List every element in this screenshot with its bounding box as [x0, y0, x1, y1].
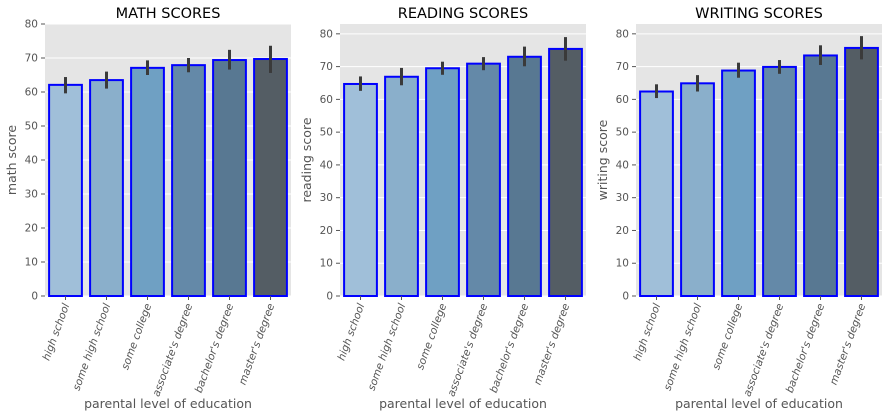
x-tick-label: associate's degree: [150, 302, 195, 398]
bar-3: [425, 67, 460, 297]
chart-title: WRITING SCORES: [695, 6, 823, 22]
x-tick-label: some high school: [71, 302, 114, 392]
bar-2: [384, 75, 419, 297]
bar-6: [253, 58, 288, 297]
x-tick-label: associate's degree: [445, 302, 490, 398]
bar-2: [89, 79, 124, 297]
y-tick-label: 20: [320, 225, 333, 237]
bar-6: [844, 46, 879, 297]
y-tick-label: 60: [25, 87, 38, 99]
bar-1: [48, 83, 83, 297]
y-axis-label: reading score: [299, 117, 314, 202]
x-tick-label: high school: [41, 302, 73, 362]
y-tick-label: 30: [616, 192, 629, 204]
y-tick-label: 20: [616, 225, 629, 237]
x-tick-label: bachelor's degree: [784, 302, 828, 395]
bar-4: [466, 62, 501, 297]
x-tick-label: bachelor's degree: [488, 302, 532, 395]
y-tick-label: 70: [320, 61, 333, 73]
x-tick-label: associate's degree: [741, 302, 786, 398]
x-tick-label: some college: [119, 302, 154, 371]
x-tick-label: master's degree: [237, 302, 278, 387]
bar-6: [548, 47, 583, 298]
y-tick-label: 20: [25, 223, 38, 235]
bar-4: [171, 64, 206, 297]
y-tick-label: 50: [320, 127, 333, 139]
y-tick-label: 70: [616, 61, 629, 73]
bar-1: [639, 90, 674, 297]
bar-4: [762, 65, 797, 298]
y-tick-label: 10: [25, 257, 38, 269]
bar-5: [803, 54, 838, 298]
y-tick-label: 10: [320, 258, 333, 270]
x-tick-label: some college: [710, 302, 745, 371]
y-axis-label: math score: [4, 125, 19, 196]
y-tick-label: 40: [320, 159, 333, 171]
x-tick-label: some high school: [366, 302, 409, 392]
bar-2: [680, 82, 715, 298]
y-tick-label: 60: [616, 94, 629, 106]
y-tick-label: 80: [25, 19, 38, 31]
x-tick-label: high school: [336, 302, 368, 362]
y-tick-label: 0: [326, 291, 333, 303]
plot-background: [636, 24, 882, 296]
bar-3: [721, 69, 756, 297]
y-tick-label: 30: [320, 192, 333, 204]
y-tick-label: 40: [25, 155, 38, 167]
chart-title: MATH SCORES: [116, 6, 221, 22]
chart-title: READING SCORES: [398, 6, 528, 22]
x-tick-label: some college: [414, 302, 449, 371]
y-tick-label: 80: [616, 28, 629, 40]
x-axis-label: parental level of education: [379, 396, 547, 411]
bar-5: [212, 59, 247, 298]
x-tick-label: master's degree: [532, 302, 573, 387]
y-tick-label: 50: [25, 121, 38, 133]
x-tick-label: some high school: [662, 302, 705, 392]
plot-background: [340, 24, 586, 296]
y-tick-label: 10: [616, 258, 629, 270]
x-axis-label: parental level of education: [84, 396, 252, 411]
bar-3: [130, 66, 165, 297]
y-tick-label: 70: [25, 53, 38, 65]
y-tick-label: 0: [31, 291, 38, 303]
bar-5: [507, 55, 542, 297]
y-tick-label: 40: [616, 159, 629, 171]
y-tick-label: 50: [616, 127, 629, 139]
x-tick-label: high school: [632, 302, 664, 362]
x-tick-label: master's degree: [828, 302, 869, 387]
y-tick-label: 0: [622, 291, 629, 303]
bar-1: [343, 82, 378, 297]
y-tick-label: 80: [320, 28, 333, 40]
x-axis-label: parental level of education: [675, 396, 843, 411]
x-tick-label: bachelor's degree: [193, 302, 237, 395]
y-tick-label: 30: [25, 189, 38, 201]
y-tick-label: 60: [320, 94, 333, 106]
y-axis-label: writing score: [595, 119, 610, 200]
